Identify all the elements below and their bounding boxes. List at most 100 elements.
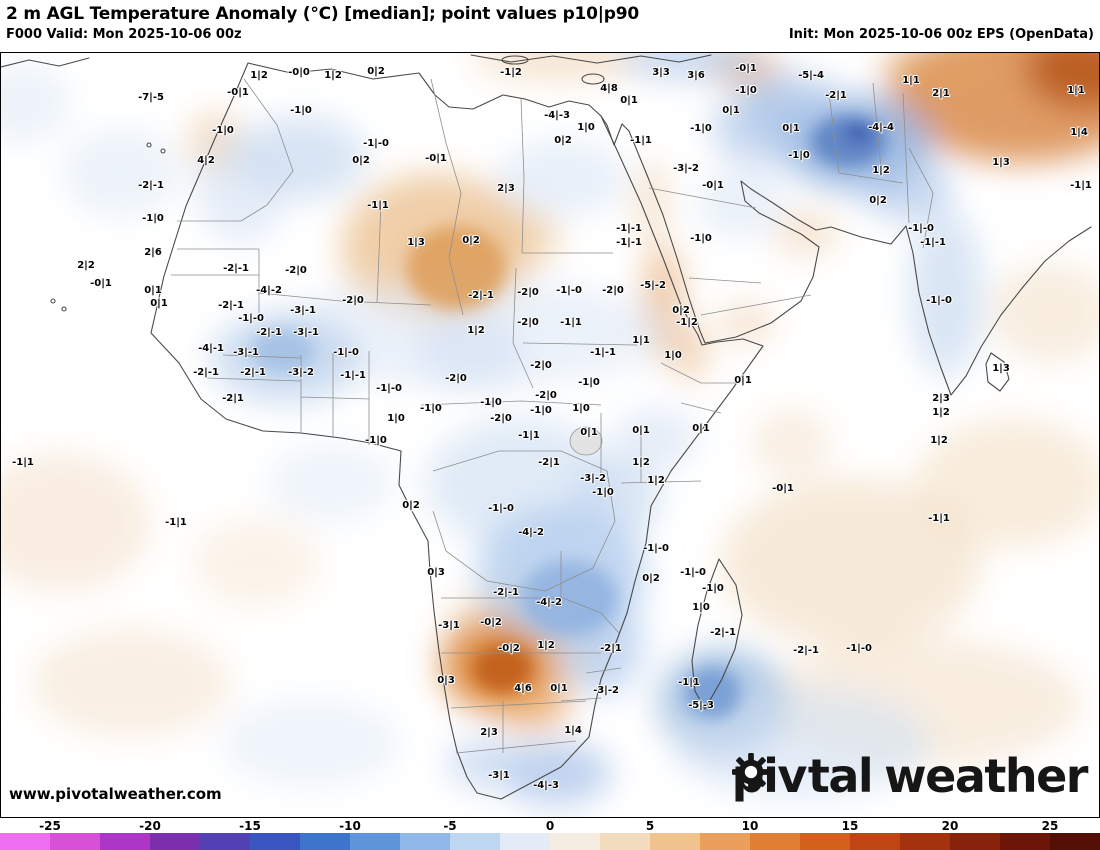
map-canvas: -7|-5 -0|1 1|2 -0|0 1|2 0|2 -1|2 -4|-3 1|0 0|2 4|8…: [0, 52, 1100, 818]
point-value: -1|0: [690, 233, 712, 244]
point-value: 1|2: [932, 407, 950, 418]
point-value: 4|2: [197, 155, 215, 166]
logo-text-tal: tal: [807, 749, 874, 803]
point-value: -1|1: [928, 513, 950, 524]
point-value: -1|0: [420, 403, 442, 414]
point-value: -1|0: [365, 435, 387, 446]
point-value: 2|3: [497, 183, 515, 194]
point-value: -1|-0: [846, 643, 872, 654]
colorbar-tick-label: -5: [443, 819, 457, 833]
point-value: -1|1: [560, 317, 582, 328]
point-value: 1|3: [992, 363, 1010, 374]
point-value: -2|-1: [223, 263, 249, 274]
pivotal-weather-logo: piv tal weather: [731, 749, 1088, 803]
point-value: -2|-1: [710, 627, 736, 638]
point-value: 3|3: [652, 67, 670, 78]
point-value: 0|2: [402, 500, 420, 511]
point-value: 4|6: [514, 683, 532, 694]
point-value: -1|-1: [590, 347, 616, 358]
point-value: -1|-0: [488, 503, 514, 514]
point-value: -1|0: [480, 397, 502, 408]
point-value: -2|-1: [138, 180, 164, 191]
point-value: -1|-0: [376, 383, 402, 394]
point-value: -1|0: [578, 377, 600, 388]
point-value: -0|1: [702, 180, 724, 191]
point-value: 0|2: [554, 135, 572, 146]
point-value: -7|-5: [138, 92, 164, 103]
colorbar-segment: [950, 833, 1000, 850]
point-value: 0|1: [620, 95, 638, 106]
colorbar-segment: [700, 833, 750, 850]
colorbar-segment: [250, 833, 300, 850]
point-value: -2|1: [538, 457, 560, 468]
colorbar-tick-label: -20: [139, 819, 161, 833]
point-value: -2|0: [517, 287, 539, 298]
point-value: 1|0: [387, 413, 405, 424]
point-value: -3|-2: [580, 473, 606, 484]
point-value: -0|1: [735, 63, 757, 74]
point-value: -1|1: [12, 457, 34, 468]
point-value: -4|-3: [544, 110, 570, 121]
lake-victoria: [569, 426, 603, 456]
point-value: 1|2: [647, 475, 665, 486]
point-value: -3|-2: [288, 367, 314, 378]
point-value: 1|2: [872, 165, 890, 176]
point-value: -0|1: [772, 483, 794, 494]
point-value: -2|0: [602, 285, 624, 296]
point-value: -1|-1: [920, 237, 946, 248]
point-value: -4|-3: [533, 780, 559, 791]
point-value: -2|0: [530, 360, 552, 371]
point-value: -5|-2: [640, 280, 666, 291]
point-value: -3|-1: [233, 347, 259, 358]
point-value: -3|1: [488, 770, 510, 781]
point-value: 0|2: [367, 66, 385, 77]
point-value: 0|2: [352, 155, 370, 166]
point-value: -1|0: [592, 487, 614, 498]
point-value: -2|-1: [193, 367, 219, 378]
point-value: -1|-0: [908, 223, 934, 234]
colorbar-segment: [350, 833, 400, 850]
colorbar-tick-label: 0: [545, 819, 555, 833]
point-value: 1|3: [407, 237, 425, 248]
point-value: 1|0: [692, 602, 710, 613]
logo-text-weather: weather: [884, 749, 1088, 803]
point-value: -3|1: [438, 620, 460, 631]
colorbar-segment: [450, 833, 500, 850]
country-borders: [171, 78, 934, 754]
point-value: -2|0: [535, 390, 557, 401]
point-value: -1|0: [530, 405, 552, 416]
point-value: -1|-1: [616, 237, 642, 248]
point-value: 1|2: [632, 457, 650, 468]
colorbar-segment: [650, 833, 700, 850]
point-value: 0|1: [734, 375, 752, 386]
point-value: 1|2: [537, 640, 555, 651]
colorbar-segment: [750, 833, 800, 850]
point-value: 0|2: [869, 195, 887, 206]
colorbar-tick-label: -10: [339, 819, 361, 833]
point-value: -1|0: [142, 213, 164, 224]
point-value: -1|0: [690, 123, 712, 134]
colorbar-segment: [500, 833, 550, 850]
colorbar-gradient: [0, 833, 1100, 850]
point-value: -0|0: [288, 67, 310, 78]
point-value: -1|1: [630, 135, 652, 146]
point-value: 2|3: [480, 727, 498, 738]
watermark-url: www.pivotalweather.com: [9, 785, 222, 803]
point-value: 0|1: [632, 425, 650, 436]
init-time-label: Init: Mon 2025-10-06 00z EPS (OpenData): [788, 27, 1094, 42]
point-value: -1|0: [702, 583, 724, 594]
point-value: -2|0: [490, 413, 512, 424]
point-value: -1|-0: [926, 295, 952, 306]
colorbar-segment: [0, 833, 50, 850]
point-value: 0|1: [550, 683, 568, 694]
coastlines: [1, 54, 1092, 800]
point-value: -1|-0: [363, 138, 389, 149]
point-value: -2|1: [222, 393, 244, 404]
point-value: 1|2: [930, 435, 948, 446]
point-value: -4|-2: [518, 527, 544, 538]
point-value: 2|1: [932, 88, 950, 99]
colorbar-tick-label: -15: [239, 819, 261, 833]
colorbar-segment: [850, 833, 900, 850]
point-value: 1|1: [632, 335, 650, 346]
point-value: -1|-1: [616, 223, 642, 234]
